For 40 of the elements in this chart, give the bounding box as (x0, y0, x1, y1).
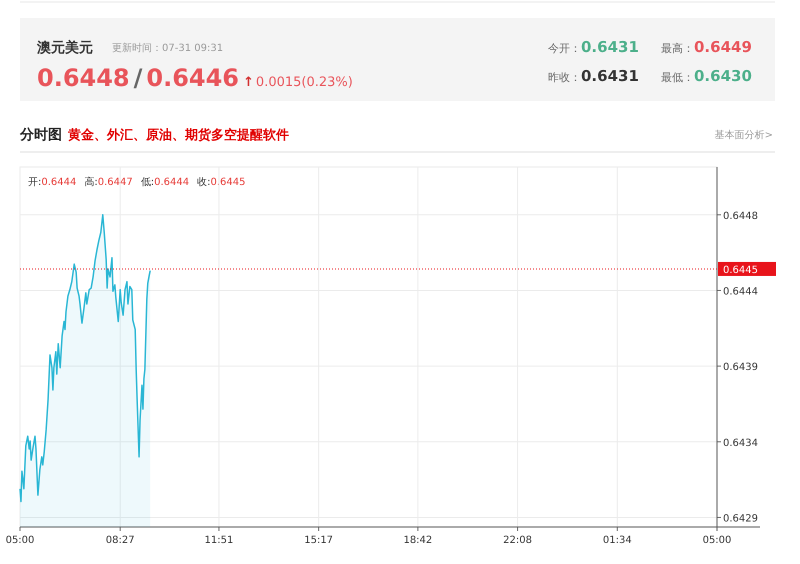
annotation: 0.6444 (41, 177, 76, 188)
text: 0.6431 (581, 67, 639, 85)
annotation: 开: (28, 177, 42, 188)
annotation: 0.6444 (154, 177, 190, 188)
text: 最高： (661, 42, 694, 55)
x-tick-label: 11:51 (204, 535, 234, 546)
text: 0.6448 (37, 64, 130, 92)
chart-title: 澳元美元 (36, 39, 93, 56)
y-tick-label: 0.6444 (723, 286, 758, 298)
x-tick-label: 05:00 (702, 535, 732, 546)
text: 黄金、外汇、原油、期货多空提醒软件 (67, 127, 289, 143)
chart-subtitle: 更新时间：07-31 09:31 (112, 42, 224, 54)
ref-line-label: 0.6445 (723, 264, 758, 276)
text: 0.6449 (694, 38, 752, 56)
y-tick-label: 0.6429 (723, 513, 758, 524)
x-tick-label: 15:17 (304, 535, 334, 546)
text: 今开： (548, 42, 581, 55)
x-tick-label: 01:34 (602, 535, 632, 546)
text: 0.0015(0.23%) (256, 75, 353, 90)
x-tick-label: 08:27 (106, 535, 135, 546)
text: 0.6431 (581, 38, 639, 56)
y-tick-label: 0.6439 (723, 362, 758, 374)
y-tick-label: 0.6448 (723, 210, 758, 222)
text: 0.6430 (694, 67, 752, 85)
annotation: 0.6447 (98, 177, 133, 188)
y-tick-label: 0.6434 (723, 438, 758, 449)
text: 分时图 (19, 127, 62, 143)
text: 昨收： (548, 71, 581, 84)
text: / (134, 64, 143, 92)
annotation: 收: (197, 177, 210, 188)
x-tick-label: 18:42 (403, 535, 432, 546)
x-tick-label: 22:08 (503, 535, 532, 546)
annotation: 0.6445 (210, 177, 246, 188)
text: 0.6446 (146, 64, 240, 92)
text: ↑ (243, 75, 254, 90)
annotation: 高: (84, 176, 98, 188)
text: 最低： (661, 71, 694, 84)
x-tick-label: 05:00 (6, 535, 34, 546)
text: 基本面分析> (714, 129, 773, 141)
annotation: 低: (140, 177, 154, 188)
